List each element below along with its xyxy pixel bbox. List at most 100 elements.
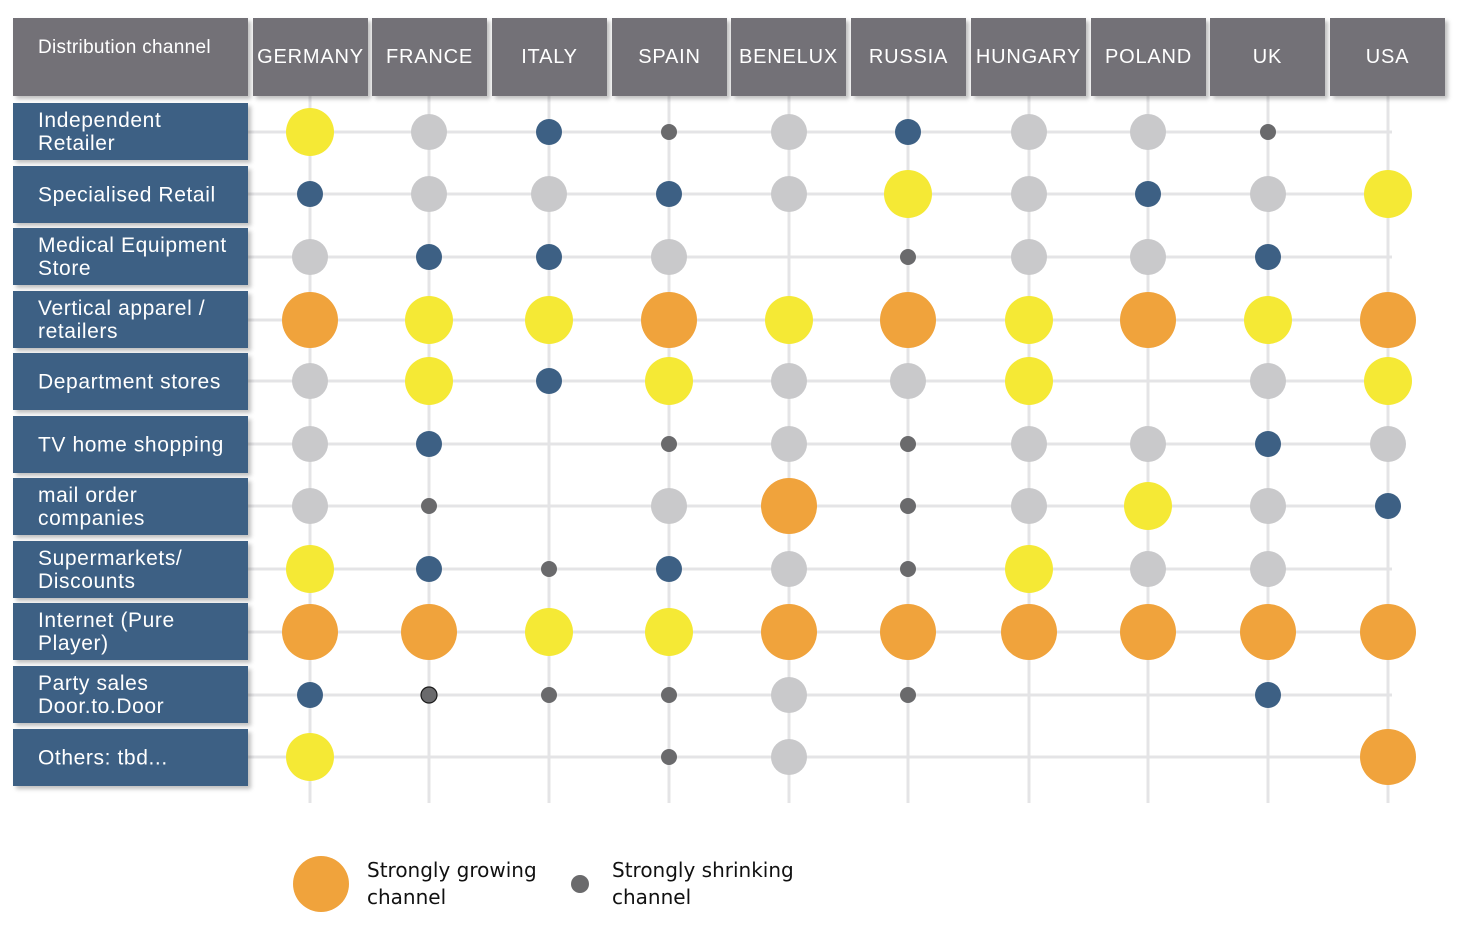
column-header-benelux: BENELUX [731, 18, 846, 96]
bubble-shrinking [536, 368, 562, 394]
bubble-shrinking [656, 181, 682, 207]
bubble-shrinking [416, 556, 442, 582]
row-header-independent-retailer: Independent Retailer [13, 103, 248, 160]
row-label: Specialised Retail [38, 183, 216, 206]
row-header-department-stores: Department stores [13, 353, 248, 410]
bubble-stable [771, 551, 807, 587]
bubble-stable [1250, 176, 1286, 212]
bubble-growing-strong [1001, 604, 1057, 660]
row-label: Party sales Door.to.Door [38, 671, 165, 718]
bubble-growing [765, 296, 813, 344]
row-label: Medical Equipment Store [38, 233, 227, 280]
bubble-shrinking [1135, 181, 1161, 207]
bubble-growing [1244, 296, 1292, 344]
bubble-growing-strong [401, 604, 457, 660]
bubble-stable [771, 176, 807, 212]
bubble-growing [1364, 357, 1412, 405]
bubble-shrinking-strong [900, 498, 916, 514]
bubble-shrinking-strong [900, 436, 916, 452]
bubble-growing [1005, 357, 1053, 405]
bubble-stable [411, 176, 447, 212]
bubble-growing [645, 608, 693, 656]
bubble-growing [525, 608, 573, 656]
bubble-growing [525, 296, 573, 344]
bubble-stable [292, 426, 328, 462]
corner-label: Distribution channel [38, 37, 211, 58]
bubble-stable [1250, 488, 1286, 524]
bubble-shrinking [1255, 431, 1281, 457]
bubble-shrinking-strong [421, 498, 437, 514]
bubble-stable [1130, 426, 1166, 462]
corner-header: Distribution channel [13, 18, 248, 96]
row-label: Internet (Pure Player) [38, 608, 175, 655]
bubble-stable [292, 363, 328, 399]
bubble-growing-strong [1360, 604, 1416, 660]
bubble-growing-strong [761, 478, 817, 534]
bubble-growing-strong [880, 292, 936, 348]
bubble-growing [1005, 545, 1053, 593]
bubble-shrinking [297, 682, 323, 708]
bubble-shrinking-strong [900, 687, 916, 703]
bubble-stable [1250, 363, 1286, 399]
bubble-stable [1011, 488, 1047, 524]
bubble-growing-strong [1120, 604, 1176, 660]
bubble-shrinking [1255, 682, 1281, 708]
bubble-shrinking [1255, 244, 1281, 270]
bubble-stable [771, 363, 807, 399]
legend-label-strongly-shrinking: Strongly shrinking channel [612, 858, 794, 909]
bubble-stable [651, 239, 687, 275]
row-label: TV home shopping [38, 433, 224, 456]
bubble-growing-strong [761, 604, 817, 660]
bubble-growing-strong [1360, 729, 1416, 785]
bubble-growing [286, 733, 334, 781]
bubble-growing-strong [1120, 292, 1176, 348]
column-header-italy: ITALY [492, 18, 607, 96]
column-header-france: FRANCE [372, 18, 487, 96]
bubble-growing-strong [641, 292, 697, 348]
bubble-growing [286, 108, 334, 156]
bubble-stable [531, 176, 567, 212]
bubble-shrinking-strong [420, 686, 438, 704]
row-header-vertical-apparel: Vertical apparel / retailers [13, 291, 248, 348]
bubble-shrinking [536, 119, 562, 145]
bubble-growing [286, 545, 334, 593]
bubble-stable [1011, 239, 1047, 275]
column-header-usa: USA [1330, 18, 1445, 96]
bubble-shrinking [297, 181, 323, 207]
bubble-growing-strong [282, 292, 338, 348]
row-label: Independent Retailer [38, 108, 162, 155]
row-header-tv-home-shopping: TV home shopping [13, 416, 248, 473]
legend-label-strongly-growing: Strongly growing channel [367, 858, 537, 909]
bubble-growing [405, 357, 453, 405]
bubble-stable [771, 739, 807, 775]
bubble-stable [1250, 551, 1286, 587]
bubble-shrinking [656, 556, 682, 582]
bubble-shrinking [895, 119, 921, 145]
bubble-stable [651, 488, 687, 524]
bubble-shrinking-strong [1260, 124, 1276, 140]
bubble-growing [1005, 296, 1053, 344]
bubble-stable [292, 488, 328, 524]
column-header-poland: POLAND [1091, 18, 1206, 96]
column-header-spain: SPAIN [612, 18, 727, 96]
bubble-stable [292, 239, 328, 275]
bubble-shrinking [416, 431, 442, 457]
bubble-growing [645, 357, 693, 405]
bubble-stable [771, 426, 807, 462]
bubble-growing-strong [1360, 292, 1416, 348]
bubble-stable [1130, 239, 1166, 275]
row-header-others: Others: tbd... [13, 729, 248, 786]
row-header-mail-order-companies: mail order companies [13, 478, 248, 535]
row-label: Supermarkets/ Discounts [38, 546, 183, 593]
bubble-shrinking-strong [661, 124, 677, 140]
bubble-stable [771, 677, 807, 713]
row-label: mail order companies [38, 483, 145, 530]
bubble-shrinking-strong [900, 561, 916, 577]
row-header-specialised-retail: Specialised Retail [13, 166, 248, 223]
row-header-medical-equipment-store: Medical Equipment Store [13, 228, 248, 285]
bubble-growing [405, 296, 453, 344]
bubble-stable [1011, 426, 1047, 462]
bubble-stable [1130, 114, 1166, 150]
